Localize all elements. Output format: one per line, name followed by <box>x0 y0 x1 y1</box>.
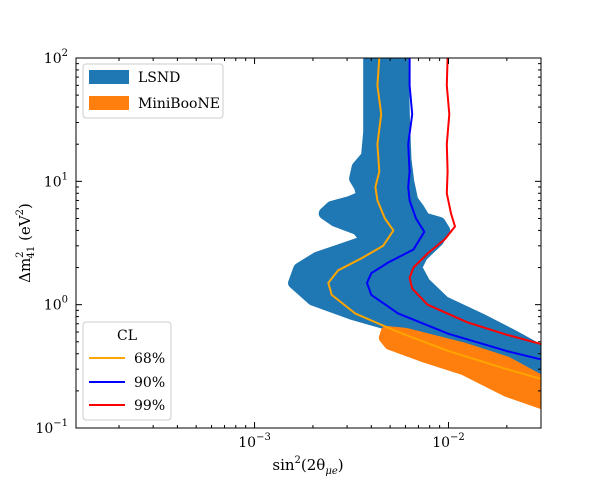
y-tick-label: 102 <box>44 48 68 67</box>
legend-cl-title: CL <box>117 328 137 344</box>
contours-layer <box>327 58 541 380</box>
legend-cl: CL 68% 90% 99% <box>82 321 172 421</box>
legend-regions: LSND MiniBooNE <box>82 63 224 119</box>
contour-line-99 <box>408 58 541 345</box>
legend-cl-box <box>82 321 172 421</box>
legend-label-lsnd: LSND <box>138 70 180 86</box>
y-tick-label: 101 <box>44 171 68 190</box>
legend-label-99: 99% <box>134 398 165 414</box>
x-axis-label: sin2(2θμe) <box>272 455 343 477</box>
legend-label-68: 68% <box>134 351 165 367</box>
legend-label-miniboone: MiniBooNE <box>138 96 220 112</box>
region-lsnd <box>288 58 541 376</box>
region-miniboone <box>378 326 541 409</box>
legend-swatch-lsnd <box>89 70 129 84</box>
y-axis-label: Δm241 (eV2) <box>15 203 37 283</box>
legend-swatch-miniboone <box>89 96 129 110</box>
x-tick-label: 10−2 <box>432 432 465 451</box>
contour-line-68 <box>327 58 541 380</box>
y-tick-label: 100 <box>44 295 68 314</box>
regions-layer <box>288 58 541 409</box>
contour-line-90 <box>366 58 541 361</box>
y-tick-label: 10−1 <box>35 418 68 437</box>
x-tick-label: 10−3 <box>238 432 271 451</box>
legend-label-90: 90% <box>134 375 165 391</box>
plot-frame <box>75 57 542 429</box>
